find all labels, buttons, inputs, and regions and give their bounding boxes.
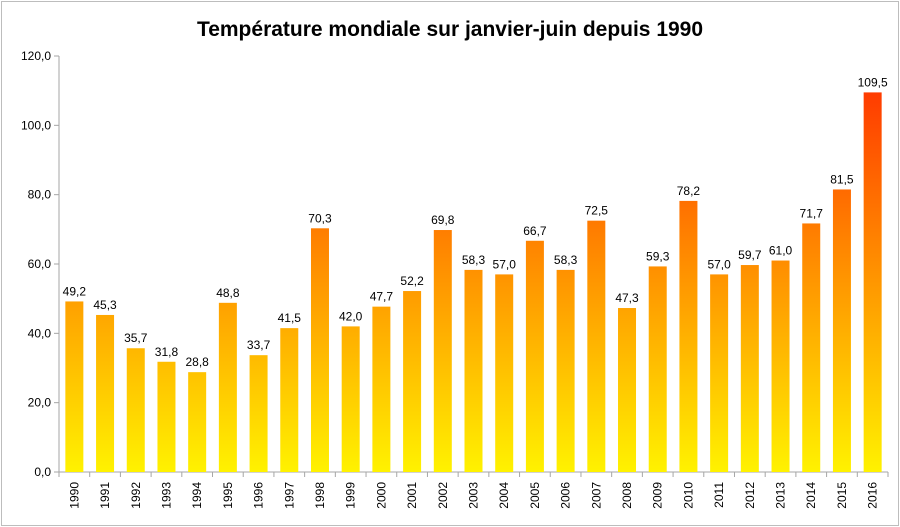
data-label: 72,5 — [585, 204, 609, 218]
x-tick-label: 2004 — [497, 482, 511, 509]
data-label: 61,0 — [769, 244, 793, 258]
data-label: 33,7 — [247, 338, 271, 352]
bar-1995 — [218, 302, 237, 472]
bar-2005 — [525, 240, 544, 472]
x-tick-label: 2007 — [589, 482, 603, 509]
x-tick-label: 2010 — [681, 482, 695, 509]
x-tick-label: 2006 — [559, 482, 573, 509]
bar-1997 — [280, 328, 299, 472]
y-tick-label: 40,0 — [28, 326, 52, 340]
x-tick-label: 1999 — [344, 482, 358, 509]
bar-2011 — [710, 274, 729, 472]
x-tick-label: 1994 — [190, 482, 204, 509]
bar-1994 — [188, 372, 207, 472]
data-label: 45,3 — [93, 298, 117, 312]
data-label: 70,3 — [308, 211, 332, 225]
bar-2002 — [433, 230, 452, 472]
bar-2009 — [648, 266, 667, 472]
data-label: 49,2 — [63, 284, 87, 298]
data-label: 41,5 — [278, 311, 302, 325]
data-label: 81,5 — [830, 172, 854, 186]
x-tick-label: 2002 — [436, 482, 450, 509]
bar-2008 — [618, 308, 637, 472]
data-label: 42,0 — [339, 309, 363, 323]
y-tick-label: 0,0 — [34, 465, 51, 479]
data-label: 52,2 — [400, 274, 424, 288]
bar-1993 — [157, 361, 176, 472]
x-tick-label: 1996 — [252, 482, 266, 509]
x-tick-label: 1995 — [221, 482, 235, 509]
x-tick-label: 2005 — [528, 482, 542, 509]
bar-1990 — [65, 301, 84, 472]
bar-2000 — [372, 306, 391, 472]
x-tick-label: 1997 — [282, 482, 296, 509]
x-tick-label: 1990 — [67, 482, 81, 509]
data-label: 47,3 — [615, 291, 639, 305]
data-label: 66,7 — [523, 224, 547, 238]
x-tick-label: 2011 — [712, 482, 726, 508]
bar-2007 — [587, 220, 606, 472]
bar-2010 — [679, 200, 698, 472]
data-label: 58,3 — [554, 253, 578, 267]
data-label: 28,8 — [185, 355, 209, 369]
y-tick-label: 20,0 — [28, 396, 52, 410]
y-tick-label: 100,0 — [21, 118, 51, 132]
bar-2016 — [863, 92, 882, 473]
bar-1998 — [310, 228, 329, 472]
bar-2001 — [403, 291, 422, 472]
data-label: 109,5 — [858, 75, 888, 89]
bar-1992 — [126, 348, 145, 472]
bar-1999 — [341, 326, 360, 472]
data-label: 59,3 — [646, 249, 670, 263]
data-label: 35,7 — [124, 331, 148, 345]
x-tick-label: 1991 — [98, 482, 112, 509]
data-label: 69,8 — [431, 213, 455, 227]
y-tick-label: 80,0 — [28, 188, 52, 202]
y-tick-label: 120,0 — [21, 49, 51, 63]
data-label: 71,7 — [800, 206, 824, 220]
data-label: 48,8 — [216, 286, 240, 300]
data-label: 59,7 — [738, 248, 762, 262]
data-label: 57,0 — [493, 257, 517, 271]
y-tick-label: 60,0 — [28, 257, 52, 271]
x-tick-label: 1992 — [129, 482, 143, 509]
x-tick-label: 2015 — [835, 482, 849, 509]
x-tick-label: 1993 — [159, 482, 173, 509]
x-tick-label: 1998 — [313, 482, 327, 509]
bar-1996 — [249, 355, 268, 472]
bar-2006 — [556, 269, 575, 472]
x-tick-label: 2001 — [405, 482, 419, 509]
x-tick-label: 2014 — [804, 482, 818, 509]
bar-2013 — [771, 260, 790, 472]
chart-title: Température mondiale sur janvier-juin de… — [197, 18, 703, 41]
bar-2014 — [802, 223, 821, 472]
x-tick-label: 2008 — [620, 482, 634, 509]
bar-2012 — [740, 265, 759, 472]
data-label: 58,3 — [462, 253, 486, 267]
bar-2003 — [464, 269, 483, 472]
x-tick-label: 2012 — [743, 482, 757, 509]
bar-2015 — [832, 189, 851, 472]
data-label: 47,7 — [370, 290, 394, 304]
data-label: 78,2 — [677, 184, 701, 198]
x-tick-label: 2016 — [866, 482, 880, 509]
data-label: 57,0 — [707, 257, 731, 271]
x-tick-label: 2009 — [651, 482, 665, 509]
bar-2004 — [495, 274, 514, 472]
bar-1991 — [96, 314, 115, 472]
data-label: 31,8 — [155, 345, 179, 359]
x-tick-label: 2003 — [467, 482, 481, 509]
x-tick-label: 2013 — [774, 482, 788, 509]
x-tick-label: 2000 — [374, 482, 388, 509]
